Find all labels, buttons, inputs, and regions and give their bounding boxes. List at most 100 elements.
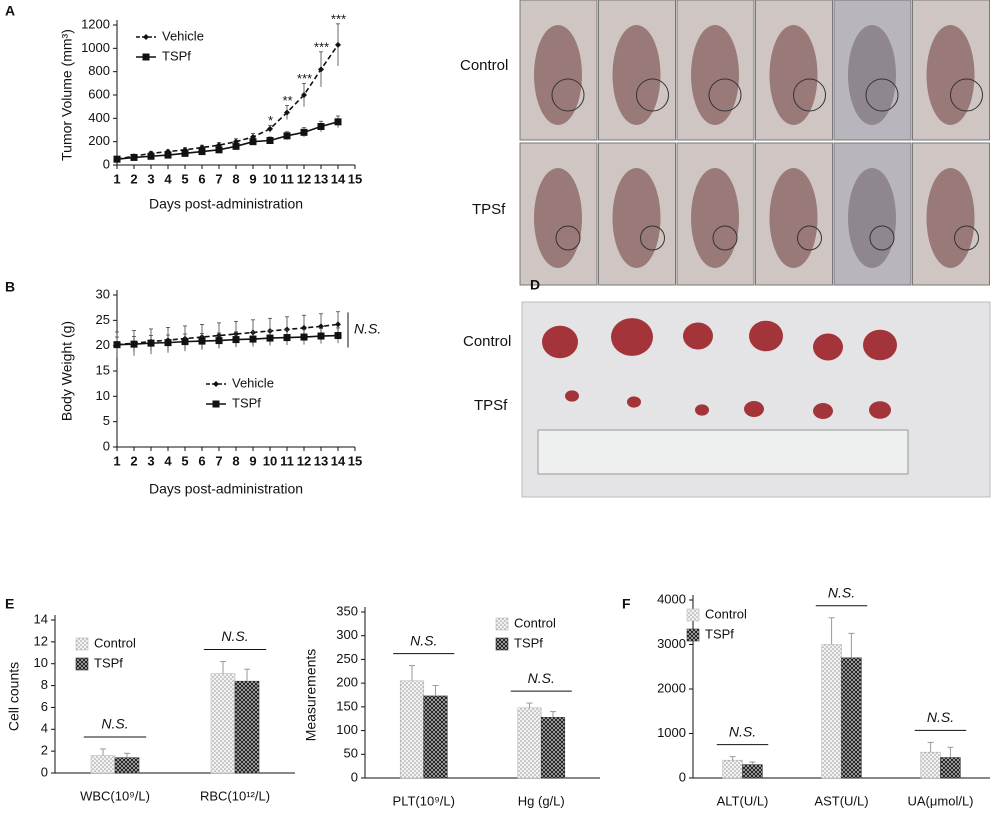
y-tick-label: 3000 (657, 636, 686, 651)
significance: ** (282, 93, 293, 108)
y-tick-label: 0 (679, 769, 686, 784)
x-tick-label: 15 (348, 171, 362, 186)
legend-swatch (686, 608, 700, 622)
mouse-body (926, 168, 975, 268)
tumor-circle (797, 225, 822, 251)
marker (147, 339, 155, 347)
bar (210, 673, 236, 774)
x-tick-label: 11 (280, 171, 294, 186)
marker (317, 332, 325, 340)
legend-marker (142, 53, 150, 61)
tumor-circle (636, 78, 669, 112)
significance: *** (296, 71, 312, 86)
row-label: TPSf (472, 201, 506, 218)
y-tick-label: 350 (336, 603, 358, 618)
x-tick-label: UA(μmol/L) (908, 793, 974, 808)
legend-swatch (686, 628, 700, 642)
legend-swatch (75, 637, 89, 651)
bar (423, 695, 448, 779)
tumor (695, 404, 709, 416)
bar (940, 757, 961, 779)
legend-label: Vehicle (162, 28, 204, 43)
x-tick-label: AST(U/L) (814, 793, 868, 808)
x-tick-label: 13 (314, 453, 328, 468)
y-tick-label: 10 (96, 388, 110, 403)
panel-letter: F (622, 596, 631, 612)
y-tick-label: 1200 (81, 16, 110, 31)
y-tick-label: 0 (103, 438, 110, 453)
row-label: Control (460, 57, 508, 74)
x-tick-label: 7 (215, 171, 222, 186)
significance: *** (330, 11, 346, 26)
y-tick-label: 1000 (81, 40, 110, 55)
y-tick-label: 0 (351, 769, 358, 784)
y-tick-label: 600 (88, 86, 110, 101)
marker (198, 337, 206, 345)
marker (215, 337, 223, 345)
y-tick-label: 25 (96, 312, 110, 327)
y-tick-label: 0 (103, 156, 110, 171)
y-tick-label: 300 (336, 627, 358, 642)
marker (147, 152, 155, 160)
x-axis-label: Days post-administration (149, 196, 303, 212)
y-tick-label: 150 (336, 698, 358, 713)
marker (317, 123, 325, 130)
y-tick-label: 20 (96, 337, 110, 352)
mouse-body (691, 25, 739, 125)
bar (114, 757, 140, 774)
x-tick-label: 7 (215, 453, 222, 468)
tumor (611, 318, 653, 356)
marker (181, 338, 189, 346)
legend-label: Vehicle (232, 375, 274, 390)
x-tick-label: WBC(10⁹/L) (80, 788, 150, 803)
ns-label: N.S. (101, 716, 128, 732)
bar (821, 644, 842, 779)
bar (90, 755, 116, 774)
x-tick-label: 14 (331, 171, 346, 186)
y-tick-label: 50 (344, 746, 358, 761)
photo-panel-d: D Control TPSf (463, 277, 991, 498)
mouse-body (534, 25, 582, 125)
y-tick-label: 30 (96, 286, 110, 301)
x-tick-label: 10 (263, 171, 277, 186)
x-tick-label: Hg (g/L) (518, 793, 565, 808)
x-tick-label: 12 (297, 171, 311, 186)
bar (540, 716, 566, 779)
x-tick-label: 6 (198, 171, 205, 186)
panel-letter: A (5, 3, 15, 19)
bar (841, 657, 862, 779)
legend-label: TSPf (705, 626, 734, 641)
tumor-circle (793, 78, 826, 112)
y-tick-label: 1000 (657, 725, 686, 740)
x-tick-label: 3 (147, 453, 154, 468)
legend-marker (143, 34, 149, 40)
tumor-circle (555, 225, 581, 251)
x-tick-label: 12 (297, 453, 311, 468)
ns-label: N.S. (528, 670, 555, 686)
bar (920, 751, 941, 779)
x-tick-label: 4 (164, 453, 172, 468)
marker (113, 341, 121, 349)
legend-label: TSPf (162, 48, 191, 63)
panel-letter: D (530, 277, 540, 293)
row-label: Control (463, 333, 511, 350)
y-tick-label: 0 (41, 764, 48, 779)
marker (266, 137, 274, 144)
y-tick-label: 15 (96, 362, 110, 377)
marker (283, 132, 291, 140)
legend-swatch (495, 637, 509, 651)
marker (249, 138, 257, 146)
significance: *** (313, 39, 329, 54)
x-tick-label: PLT(10⁹/L) (393, 793, 455, 808)
y-tick-label: 8 (41, 677, 48, 692)
x-tick-label: 13 (314, 171, 328, 186)
series-line (116, 44, 339, 160)
tumor-circle (865, 78, 899, 112)
y-axis-label: Tumor Volume (mm³) (59, 29, 75, 161)
marker (130, 153, 138, 161)
legend-marker (213, 381, 219, 387)
legend-label: Control (94, 635, 136, 650)
tumor (565, 390, 579, 402)
x-tick-label: 6 (198, 453, 205, 468)
y-tick-label: 400 (88, 110, 110, 125)
